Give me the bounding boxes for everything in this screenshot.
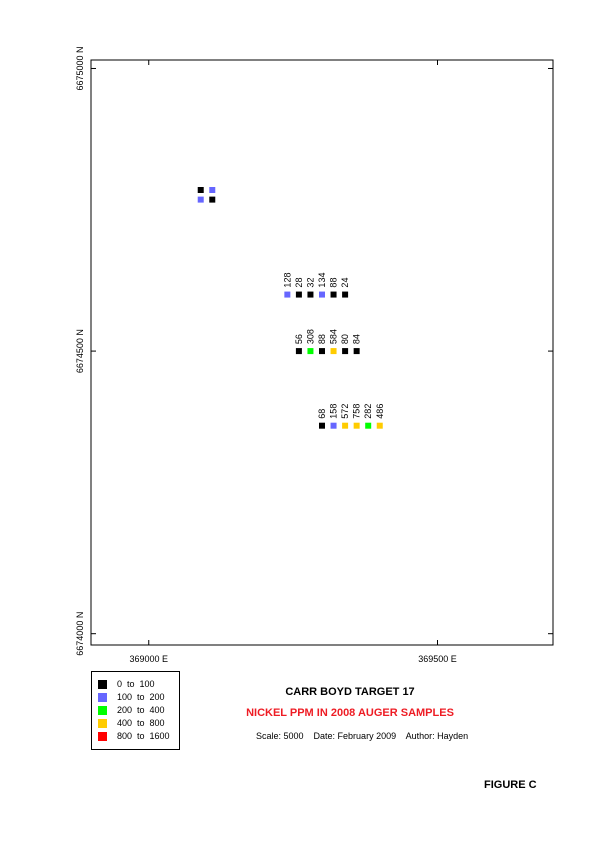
legend-label: 200 to 400 — [117, 705, 165, 715]
sample-marker — [197, 196, 204, 203]
sample-marker — [342, 291, 349, 298]
map-subtitle: NICKEL PPM IN 2008 AUGER SAMPLES — [246, 707, 454, 719]
legend-swatch — [98, 693, 107, 702]
sample-value-label: 28 — [294, 278, 304, 288]
sample-marker — [342, 348, 349, 355]
sample-value-label: 758 — [352, 404, 362, 419]
map-caption: Scale: 5000 Date: February 2009 Author: … — [256, 731, 469, 741]
x-tick-label: 369000 E — [129, 654, 168, 664]
legend-label: 0 to 100 — [117, 679, 155, 689]
legend-item: 800 to 1600 — [98, 730, 179, 743]
sample-value-label: 32 — [305, 278, 315, 288]
sample-marker — [307, 348, 314, 355]
legend-item: 0 to 100 — [98, 678, 179, 691]
sample-value-label: 158 — [329, 404, 339, 419]
sample-value-label: 308 — [305, 329, 315, 344]
legend-swatch — [98, 732, 107, 741]
sample-marker — [295, 348, 302, 355]
legend-swatch — [98, 680, 107, 689]
sample-marker — [197, 187, 204, 193]
x-tick-label: 369500 E — [418, 654, 457, 664]
sample-value-label: 128 — [282, 273, 292, 288]
y-tick-label: 6674500 N — [75, 329, 85, 373]
legend-label: 400 to 800 — [117, 718, 165, 728]
sample-value-label: 134 — [317, 273, 327, 288]
sample-value-label: 80 — [340, 334, 350, 344]
sample-marker — [365, 422, 372, 429]
sample-marker — [209, 187, 216, 193]
legend-label: 800 to 1600 — [117, 731, 170, 741]
sample-value-label: 84 — [352, 334, 362, 344]
legend: 0 to 100 100 to 200 200 to 400 400 to 80… — [91, 671, 180, 750]
sample-value-label: 24 — [340, 278, 350, 288]
legend-item: 100 to 200 — [98, 691, 179, 704]
y-tick-label: 6675000 N — [75, 46, 85, 90]
sample-marker — [319, 348, 325, 355]
sample-value-label: 572 — [340, 404, 350, 419]
sample-marker — [342, 422, 349, 429]
sample-marker — [330, 422, 337, 429]
sample-marker — [209, 196, 216, 203]
sample-marker — [376, 422, 383, 429]
sample-marker — [353, 348, 360, 355]
sample-marker — [295, 291, 302, 298]
y-tick-label: 6674000 N — [75, 612, 85, 656]
sample-value-label: 282 — [363, 404, 373, 419]
legend-item: 200 to 400 — [98, 704, 179, 717]
legend-swatch — [98, 719, 107, 728]
map-title: CARR BOYD TARGET 17 — [285, 686, 415, 698]
sample-value-label: 68 — [317, 409, 327, 419]
map-frame — [90, 59, 554, 646]
sample-value-label: 88 — [317, 334, 327, 344]
legend-swatch — [98, 706, 107, 715]
axis-ticks: 369000 E 369500 E 6675000 N 6674500 N 667400… — [75, 46, 553, 664]
sample-marker — [307, 291, 314, 298]
sample-value-label: 56 — [294, 334, 304, 344]
sample-marker — [284, 291, 291, 298]
sample-marker — [319, 291, 325, 298]
sample-marker — [353, 422, 360, 429]
sample-value-label: 584 — [329, 329, 339, 344]
legend-label: 100 to 200 — [117, 692, 165, 702]
sample-marker — [319, 422, 325, 429]
sample-value-label: 486 — [375, 404, 385, 419]
sample-value-label: 88 — [329, 278, 339, 288]
sample-marker — [330, 291, 337, 298]
legend-item: 400 to 800 — [98, 717, 179, 730]
sample-marker — [330, 348, 337, 355]
figure-label: FIGURE C — [484, 779, 537, 791]
